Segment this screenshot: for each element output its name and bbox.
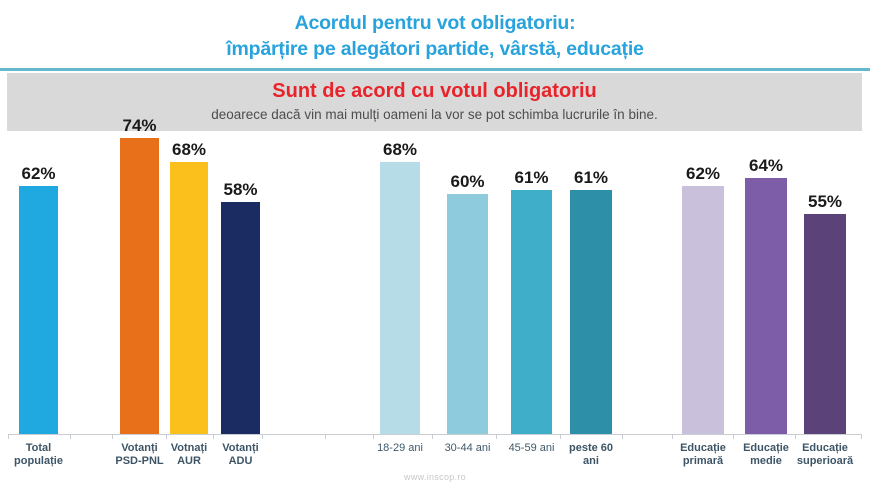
bar-category-line-2: AUR [177,455,201,467]
subtitle-description: deoarece dacă vin mai mulți oameni la vo… [211,107,658,122]
bar-category-line-2: medie [750,455,782,467]
bar-value-label: 62% [21,164,56,183]
bar-rect [221,202,260,434]
chart-baseline-axis [8,434,862,435]
axis-tick [213,434,214,439]
bar-value-label: 61% [514,168,549,187]
bar-column: 60% 30-44 ani [445,172,491,454]
bar-rect [804,214,846,434]
page-title-line-2: împărțire pe alegători partide, vârstă, … [226,38,644,60]
bar-value-label: 64% [748,156,784,175]
axis-tick [560,434,561,439]
bar-category-line-2: superioară [796,455,854,467]
bar-column: 58% Votanți ADU [221,180,260,467]
bar-rect [380,162,420,434]
bar-rect [19,186,58,434]
bar-category-line-2: ADU [228,455,253,467]
bar-column: 64% Educație medie [743,156,789,467]
axis-tick [672,434,673,439]
axis-tick [70,434,71,439]
bar-category-label: Total populație [0,442,85,468]
bar-rect [170,162,208,434]
bar-category-line-1: Educație [680,442,726,454]
bar-category-line-2: PSD-PNL [115,455,164,467]
watermark-url: www.inscop.ro [404,472,466,482]
bar-rect [511,190,552,434]
bar-column: 62% Total populație [14,164,63,467]
axis-tick [166,434,167,439]
bar-category-label: Votanți ADU [195,442,287,468]
bar-column: 74% Votanți PSD-PNL [115,116,163,467]
bar-column: 55% Educație superioară [797,192,853,467]
axis-tick [432,434,433,439]
bar-column: 62% Educație primară [680,164,726,467]
bar-chart: 62% Total populație 74% Votanți PSD-PNL 68% Vot… [0,116,870,490]
bar-category-label: peste 60 ani [545,442,637,468]
bar-rect [682,186,724,434]
bar-category-label: 18-29 ani [354,442,446,455]
bar-category-line-2: populație [14,455,63,467]
axis-tick [8,434,9,439]
page-title-line-1: Acordul pentru vot obligatoriu: [294,12,576,34]
bar-category-label: Educație primară [657,442,749,468]
bar-rect [447,194,488,434]
bar-category-line-1: peste 60 [568,442,614,454]
bar-category-label: 45-59 ani [486,442,578,455]
axis-tick [496,434,497,439]
axis-tick [112,434,113,439]
bar-category-line-2: primară [682,455,724,467]
bar-value-label: 68% [171,140,207,159]
axis-tick [861,434,862,439]
bar-value-label: 61% [573,168,609,187]
bar-category-line-1: 30-44 ani [444,442,491,454]
axis-tick [622,434,623,439]
bar-rect [745,178,787,434]
bar-category-line-1: Votanți [121,442,158,454]
bar-value-label: 68% [382,140,418,159]
axis-tick [795,434,796,439]
axis-tick [373,434,374,439]
axis-tick [733,434,734,439]
axis-tick [325,434,326,439]
bar-value-label: 74% [122,116,157,135]
axis-tick [262,434,263,439]
bar-column: 61% 45-59 ani [509,168,555,454]
bar-category-line-1: Educație [802,442,848,454]
subtitle-band: Sunt de acord cu votul obligatoriu deoar… [7,73,862,131]
bar-category-line-1: Votnați [170,442,208,454]
bar-category-label: Votanți PSD-PNL [94,442,186,468]
bar-value-label: 62% [685,164,721,183]
bar-column: 68% 18-29 ani [377,140,423,454]
bar-rect [570,190,612,434]
bar-category-label: Educație medie [720,442,812,468]
bar-category-label: Votnați AUR [143,442,235,468]
bar-value-label: 58% [223,180,258,199]
bar-category-line-1: Votanți [222,442,259,454]
bar-category-line-1: Total [25,442,52,454]
bar-column: 61% peste 60 ani [569,168,613,467]
bar-category-line-1: Educație [743,442,789,454]
bar-rect [120,138,159,434]
bar-category-label: Educație superioară [779,442,870,468]
bar-value-label: 55% [807,192,843,211]
bar-category-label: 30-44 ani [422,442,514,455]
header-divider [0,68,870,71]
bar-column: 68% Votnați AUR [170,140,208,467]
bar-value-label: 60% [450,172,485,191]
bar-category-line-1: 18-29 ani [377,442,423,454]
page-title: Acordul pentru vot obligatoriu: împărțir… [0,10,870,62]
bar-category-line-2: ani [583,455,599,467]
subtitle-headline: Sunt de acord cu votul obligatoriu [272,80,597,102]
bar-category-line-1: 45-59 ani [508,442,555,454]
